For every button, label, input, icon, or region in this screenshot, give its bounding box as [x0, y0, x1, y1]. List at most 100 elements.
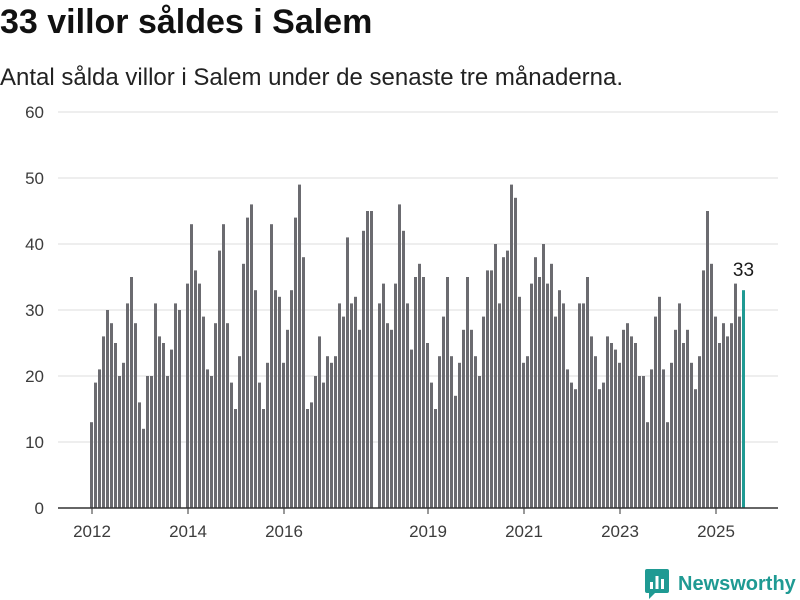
- y-tick-label: 50: [25, 169, 44, 188]
- x-tick-label: 2012: [73, 522, 111, 541]
- bar: [586, 277, 589, 508]
- bar: [386, 323, 389, 508]
- bar: [322, 382, 325, 508]
- bar: [698, 356, 701, 508]
- bar: [458, 362, 461, 508]
- bar: [346, 237, 349, 508]
- bar: [350, 303, 353, 508]
- bar: [490, 270, 493, 508]
- y-tick-label: 10: [25, 433, 44, 452]
- bar: [470, 329, 473, 508]
- bar: [522, 362, 525, 508]
- bar: [318, 336, 321, 508]
- bar: [186, 283, 189, 508]
- bar: [554, 316, 557, 508]
- newsworthy-logo-icon: [645, 569, 669, 599]
- bar: [450, 356, 453, 508]
- bar: [422, 277, 425, 508]
- bar: [418, 263, 421, 508]
- bar: [734, 283, 737, 508]
- bar: [542, 244, 545, 508]
- bar: [646, 422, 649, 508]
- bar: [638, 376, 641, 508]
- bar: [230, 382, 233, 508]
- bar: [206, 369, 209, 508]
- bar: [394, 283, 397, 508]
- bar: [390, 329, 393, 508]
- bar: [686, 329, 689, 508]
- bar: [158, 336, 161, 508]
- bar: [150, 376, 153, 508]
- bar: [474, 356, 477, 508]
- bar: [534, 257, 537, 508]
- bar: [282, 362, 285, 508]
- x-axis: 2012 2014 2016 2019 2021 2023 2025: [58, 507, 778, 541]
- bar: [262, 409, 265, 508]
- bar: [494, 244, 497, 508]
- bar: [326, 356, 329, 508]
- bar: [582, 303, 585, 508]
- bar: [246, 217, 249, 508]
- bar: [506, 250, 509, 508]
- bar: [370, 211, 373, 508]
- bar: [238, 356, 241, 508]
- bar: [198, 283, 201, 508]
- y-axis-labels: 0 10 20 30 40 50 60: [25, 103, 44, 518]
- bar: [378, 303, 381, 508]
- bar: [414, 277, 417, 508]
- chart-title: 33 villor såldes i Salem: [0, 3, 373, 41]
- bar: [298, 184, 301, 508]
- bar: [342, 316, 345, 508]
- bar: [590, 336, 593, 508]
- bar: [510, 184, 513, 508]
- bar: [254, 290, 257, 508]
- bar: [286, 329, 289, 508]
- bar: [310, 402, 313, 508]
- x-tick-label: 2016: [265, 522, 303, 541]
- bar: [662, 369, 665, 508]
- bar: [166, 376, 169, 508]
- bar: [122, 362, 125, 508]
- bar: [98, 369, 101, 508]
- bar: [682, 343, 685, 508]
- bar: [558, 290, 561, 508]
- bar: [302, 257, 305, 508]
- x-tick-label: 2025: [697, 522, 735, 541]
- bar: [234, 409, 237, 508]
- bar: [706, 211, 709, 508]
- bar: [118, 376, 121, 508]
- bar: [546, 283, 549, 508]
- data-label: 33: [733, 260, 754, 281]
- data-labels: 33: [733, 260, 754, 281]
- bar: [718, 343, 721, 508]
- bar: [578, 303, 581, 508]
- bar: [482, 316, 485, 508]
- bar: [454, 395, 457, 508]
- bar: [114, 343, 117, 508]
- bar: [622, 329, 625, 508]
- bar: [366, 211, 369, 508]
- bar: [162, 343, 165, 508]
- bar: [222, 224, 225, 508]
- y-tick-label: 0: [35, 499, 44, 518]
- bar: [574, 389, 577, 508]
- bar: [178, 310, 181, 508]
- bar: [142, 428, 145, 508]
- bar: [226, 323, 229, 508]
- bar: [666, 422, 669, 508]
- newsworthy-logo: Newsworthy: [645, 569, 796, 599]
- bar: [130, 277, 133, 508]
- bar: [518, 296, 521, 508]
- bar: [274, 290, 277, 508]
- x-tick-label: 2021: [505, 522, 543, 541]
- bar: [570, 382, 573, 508]
- bar: [710, 263, 713, 508]
- bar: [466, 277, 469, 508]
- bar: [354, 296, 357, 508]
- bar: [602, 382, 605, 508]
- bar: [398, 204, 401, 508]
- bar: [430, 382, 433, 508]
- bar: [362, 230, 365, 509]
- bar: [266, 362, 269, 508]
- bar: [382, 283, 385, 508]
